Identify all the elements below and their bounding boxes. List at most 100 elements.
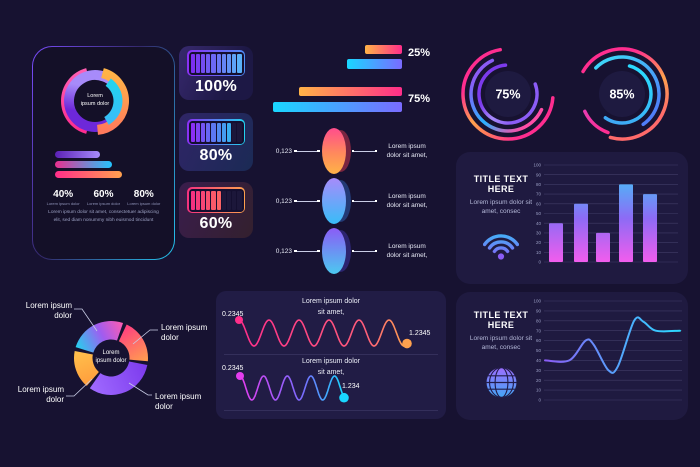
battery-pill-filled [206,122,211,142]
svg-text:0: 0 [538,260,541,265]
battery-pill-filled [216,122,221,142]
svg-text:0: 0 [538,398,541,403]
ring-arcs [581,47,669,141]
wave1-start-value: 0.2345 [222,311,244,318]
summary-bar-pink-orange [55,171,122,178]
coin-row: 0,123 Lorem ipsum dolor sit amet, [268,226,438,276]
svg-text:70: 70 [536,192,542,197]
connector-line [294,249,319,253]
battery-pill-filled [221,53,226,73]
svg-text:10: 10 [536,250,542,255]
progress-ring-75: 75% [461,47,555,141]
battery-pill-filled [195,53,200,73]
sine-wave-charts [224,316,438,411]
coin-caption-line2: dolor sit amet, [386,252,428,259]
ring-hub [599,71,645,117]
progress-ring-85: 85% [581,47,669,141]
stat-label: Lorem ipsum dolor [46,201,80,206]
summary-bar-purple [55,151,100,158]
summary-bar-magenta-cyan [55,161,112,168]
ring-hub [485,71,531,117]
battery-pill-filled [226,122,232,142]
pie-center-line2: ipsum dolor [95,358,127,365]
hbar-cyan-purple-small [347,59,402,69]
connector-line [351,149,377,153]
svg-text:90: 90 [536,172,542,177]
battery-pill-filled [226,53,232,73]
stat-card-bar-chart: TITLE TEXT HERE Lorem ipsum dolor sit am… [456,152,688,284]
coin-caption-line1: Lorem ipsum [388,142,426,150]
svg-text:50: 50 [536,211,542,216]
coin-face [321,128,346,174]
stats-panel-card: Lorem ipsum dolor 40% Lorem ipsum dolor … [32,46,175,260]
pie-label-top-left: Lorem ipsum dolor [25,301,72,321]
pie-label-bottom-right: Lorem ipsum dolor [155,392,202,412]
svg-text:100: 100 [533,163,541,168]
radial-donut-chart [61,68,129,135]
battery-pill-filled [216,53,221,73]
battery-pill-empty [232,122,237,142]
wifi-icon [483,234,519,260]
coin-caption-line2: dolor sit amet, [386,152,428,159]
hbar-label-75: 75% [408,93,431,105]
horizontal-bar-group: 25% 75% [272,44,442,116]
connector-line [294,149,319,153]
pie-label-bottom-left: Lorem ipsum dolor [17,385,64,405]
coin-3d-icon [319,228,353,274]
svg-text:40: 40 [536,221,542,226]
battery-pill-empty [237,190,242,210]
donut-center-label: Lorem ipsum dolor [65,93,125,109]
connector-line [294,199,319,203]
svg-text:20: 20 [536,240,542,245]
ring-percent: 85% [609,88,634,102]
stat-card-left: TITLE TEXT HERE Lorem ipsum dolor sit am… [464,310,538,404]
coin-row: 0,123 Lorem ipsum dolor sit amet, [268,176,438,226]
coin-face [321,178,346,224]
stat-card-subtitle: Lorem ipsum dolor sit amet, consec [469,335,533,352]
hbar-orange-pink-large [299,87,402,96]
battery-pills [188,51,244,75]
wave2-start-value: 0.2345 [222,365,244,372]
stat-card-title: TITLE TEXT HERE [473,174,529,194]
battery-card-60: 60% [179,182,253,238]
battery-pill-filled [190,53,195,73]
wave1-end-value: 1.2345 [409,330,431,337]
summary-stat: 40% Lorem ipsum dolor [47,189,80,206]
donut-pie-chart [66,308,158,397]
coin-list: 0,123 Lorem ipsum dolor sit amet, 0,123 … [268,126,438,276]
battery-pill-filled [211,190,216,210]
battery-pill-empty [232,190,237,210]
wave-title-2: Lorem ipsum dolor sit amet, [302,358,360,376]
svg-text:80: 80 [536,318,542,323]
stat-percent: 80% [133,189,154,200]
stat-percent: 60% [93,189,114,200]
svg-text:20: 20 [536,378,542,383]
pie-label-top-right: Lorem ipsum dolor [161,323,208,343]
coin-value: 0,123 [275,247,292,255]
hbar-cyan-purple-large [273,102,402,112]
summary-stat: 80% Lorem ipsum dolor [127,189,160,206]
coin-caption: Lorem ipsum dolor sit amet, [376,192,438,210]
hbar-label-25: 25% [408,47,431,59]
stat-percent: 40% [53,189,74,200]
ring-percent: 75% [495,88,520,102]
wave-title-1: Lorem ipsum dolor sit amet, [302,298,360,316]
wave2-end-value: 1.234 [342,383,360,390]
summary-stat: 60% Lorem ipsum dolor [87,189,120,206]
svg-text:40: 40 [536,358,542,363]
ring-arcs [461,47,555,141]
battery-outline [187,50,245,76]
battery-pill-filled [211,53,216,73]
svg-text:60: 60 [536,201,542,206]
coin-value: 0,123 [275,147,292,155]
coin-caption-line2: dolor sit amet, [386,202,428,209]
stat-card-line-chart: TITLE TEXT HERE Lorem ipsum dolor sit am… [456,292,688,420]
coin-caption: Lorem ipsum dolor sit amet, [376,142,438,160]
battery-card-100: 100% [179,46,253,100]
svg-text:50: 50 [536,348,542,353]
battery-pill-filled [190,190,195,210]
pie-center-label: Lorem ipsum dolor [81,349,141,366]
connector-line [351,199,377,203]
battery-pill-filled [232,53,237,73]
